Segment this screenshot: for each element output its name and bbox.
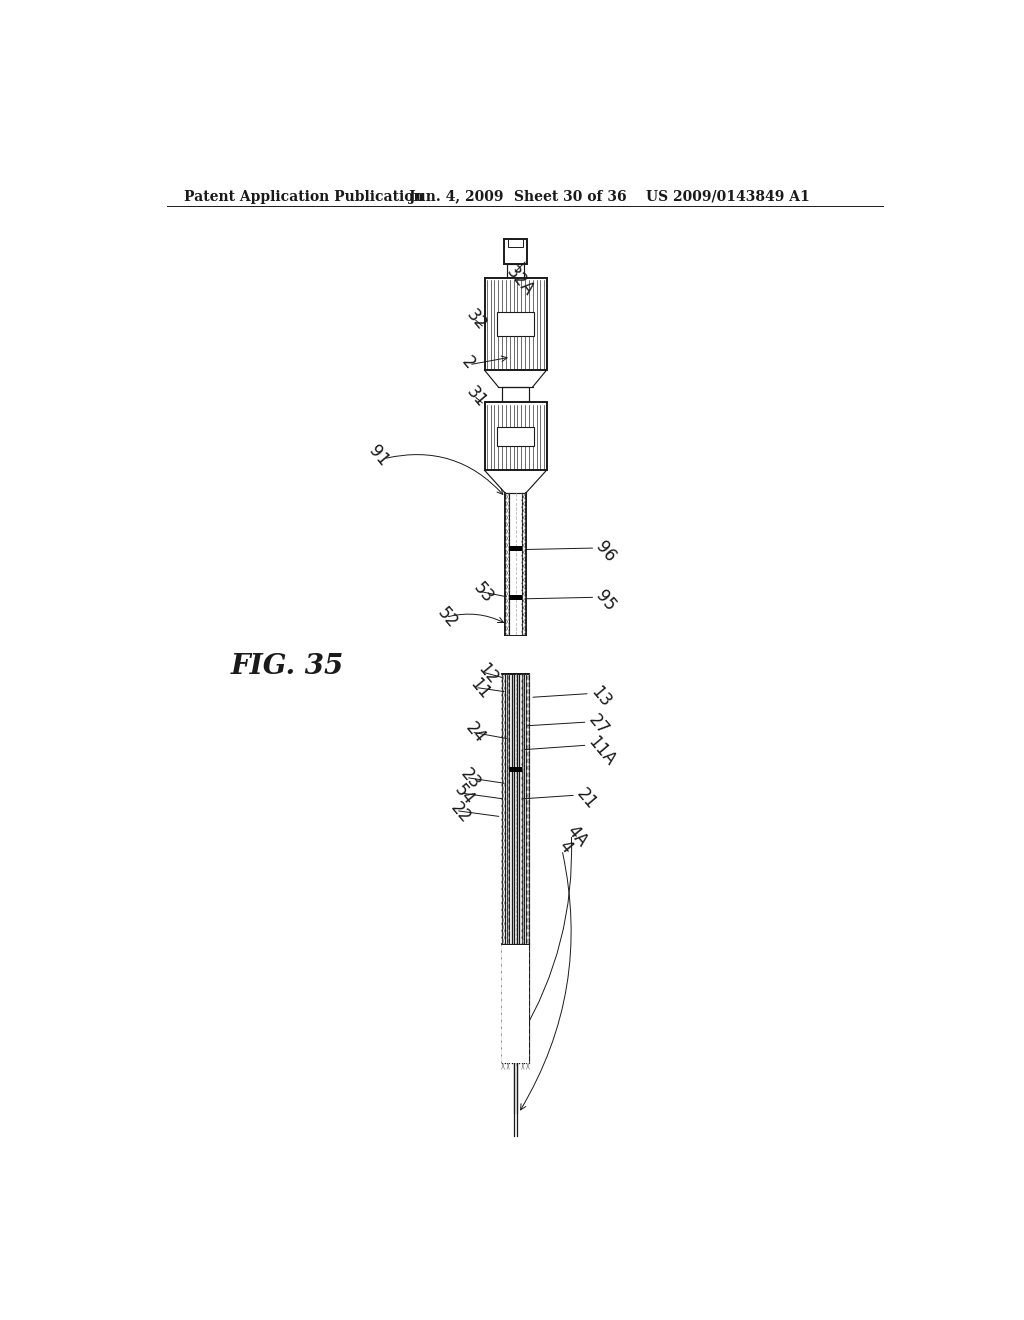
Bar <box>503 387 528 403</box>
Text: 24: 24 <box>462 719 489 747</box>
Text: 2: 2 <box>458 354 479 374</box>
Text: Patent Application Publication: Patent Application Publication <box>183 190 424 203</box>
Bar <box>509 595 521 601</box>
Text: 11: 11 <box>466 676 494 704</box>
Text: US 2009/0143849 A1: US 2009/0143849 A1 <box>646 190 809 203</box>
Bar <box>509 767 521 772</box>
Text: 95: 95 <box>592 587 620 614</box>
Bar <box>505 977 526 1063</box>
Bar <box>508 239 523 247</box>
Text: 4A: 4A <box>563 821 591 850</box>
Bar <box>502 945 529 1063</box>
Bar <box>484 403 547 470</box>
Text: 4: 4 <box>555 837 575 857</box>
Text: 13: 13 <box>587 682 614 711</box>
Text: 32A: 32A <box>503 264 538 300</box>
Bar <box>484 277 547 370</box>
Bar <box>497 313 535 335</box>
Bar <box>509 545 521 552</box>
Text: 52: 52 <box>433 603 461 631</box>
Bar <box>507 999 524 1063</box>
Text: 91: 91 <box>366 442 392 470</box>
Bar <box>502 636 529 667</box>
Text: 54: 54 <box>451 781 478 808</box>
Text: 96: 96 <box>592 539 620 566</box>
Text: Jun. 4, 2009: Jun. 4, 2009 <box>409 190 503 203</box>
Bar <box>509 1030 521 1063</box>
Text: 53: 53 <box>470 579 498 607</box>
Text: 21: 21 <box>572 784 600 813</box>
Text: 23: 23 <box>457 766 484 793</box>
Text: 12: 12 <box>474 660 501 688</box>
Bar <box>497 428 535 446</box>
Text: 22: 22 <box>446 799 474 826</box>
Bar <box>504 239 527 264</box>
Text: 27: 27 <box>585 711 612 739</box>
Bar <box>507 264 524 277</box>
Text: 31: 31 <box>463 383 490 411</box>
Text: 11A: 11A <box>585 733 620 770</box>
Text: Sheet 30 of 36: Sheet 30 of 36 <box>514 190 627 203</box>
Text: 32: 32 <box>463 306 490 334</box>
Text: FIG. 35: FIG. 35 <box>230 653 343 680</box>
